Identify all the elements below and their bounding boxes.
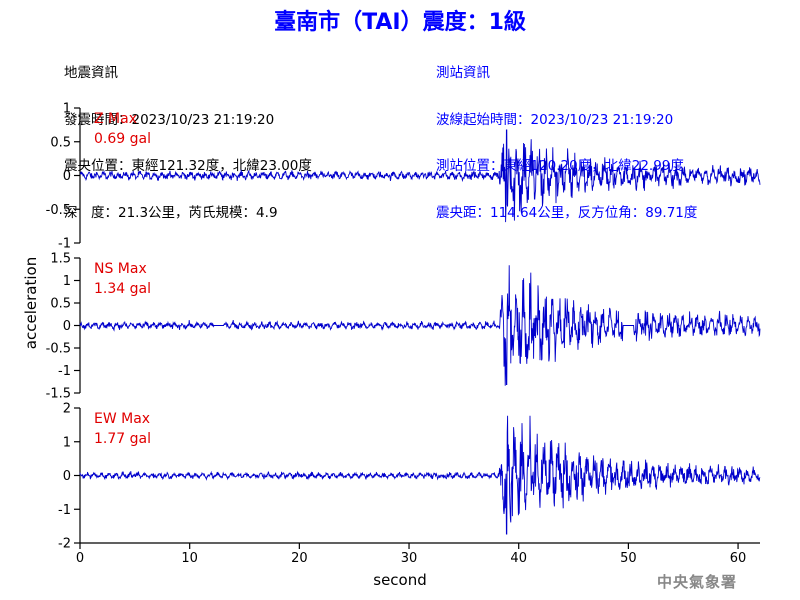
ew-y-tick-label: -1 — [58, 503, 71, 518]
ew-y-tick-label: 1 — [63, 435, 71, 450]
ns-waveform-trace — [79, 265, 761, 386]
agency-credit: 中央氣象署 — [657, 573, 738, 591]
x-tick-label: 10 — [181, 551, 198, 566]
ew-max-label: EW Max — [94, 411, 150, 427]
ns-max-label: NS Max — [94, 261, 147, 277]
x-tick-label: 30 — [401, 551, 418, 566]
x-tick-label: 40 — [510, 551, 527, 566]
x-axis-label: second — [373, 571, 427, 589]
z-y-tick-label: 0 — [63, 169, 71, 184]
ew-y-tick-label: -2 — [58, 537, 71, 552]
earthquake-info-block: 地震資訊 發震時間：2023/10/23 21:19:20 震央位置：東經121… — [64, 35, 312, 237]
z-y-tick-label: 0.5 — [50, 135, 71, 150]
z-max-label: Z Max — [94, 111, 137, 127]
z-y-tick-label: -0.5 — [46, 203, 71, 218]
ns-y-tick-label: 1.5 — [50, 252, 71, 267]
z-max-value: 0.69 gal — [94, 131, 151, 147]
earthquake-info-heading: 地震資訊 — [64, 65, 118, 81]
ns-y-tick-label: 0.5 — [50, 297, 71, 312]
origin-time: 發震時間：2023/10/23 21:19:20 — [64, 111, 275, 128]
z-y-tick-label: -1 — [58, 237, 71, 252]
ew-y-tick-label: 0 — [63, 469, 71, 484]
x-tick-label: 0 — [76, 551, 84, 566]
ns-y-tick-label: -1.5 — [46, 387, 71, 402]
x-tick-label: 20 — [291, 551, 308, 566]
ew-y-tick-label: 2 — [63, 402, 71, 417]
ns-y-tick-label: 1 — [63, 274, 71, 289]
wave-start-time: 波線起始時間：2023/10/23 21:19:20 — [436, 111, 674, 128]
page-title: 臺南市（TAI）震度：1級 — [274, 10, 526, 35]
depth-magnitude: 深 度：21.3公里，芮氏規模：4.9 — [64, 204, 278, 221]
epicenter-location: 震央位置：東經121.32度，北緯23.00度 — [64, 158, 312, 174]
ew-waveform-trace — [79, 415, 761, 535]
ns-y-tick-label: -0.5 — [46, 342, 71, 357]
y-axis-label: acceleration — [22, 257, 40, 349]
x-tick-label: 60 — [730, 551, 747, 566]
x-tick-label: 50 — [620, 551, 637, 566]
z-waveform-trace — [79, 129, 761, 223]
epicentral-distance: 震央距：114.64公里，反方位角：89.71度 — [436, 204, 698, 221]
ns-y-tick-label: 0 — [63, 319, 71, 334]
station-info-heading: 測站資訊 — [436, 65, 490, 81]
ns-y-tick-label: -1 — [58, 364, 71, 379]
ew-max-value: 1.77 gal — [94, 431, 151, 447]
z-y-tick-label: 1 — [63, 102, 71, 117]
ns-max-value: 1.34 gal — [94, 281, 151, 297]
